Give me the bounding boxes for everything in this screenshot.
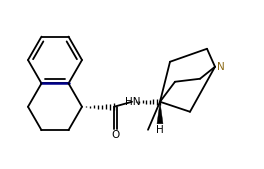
Polygon shape	[157, 102, 163, 124]
Text: H: H	[156, 125, 164, 135]
Text: HN: HN	[125, 97, 140, 107]
Text: O: O	[111, 130, 119, 140]
Text: N: N	[217, 62, 225, 72]
